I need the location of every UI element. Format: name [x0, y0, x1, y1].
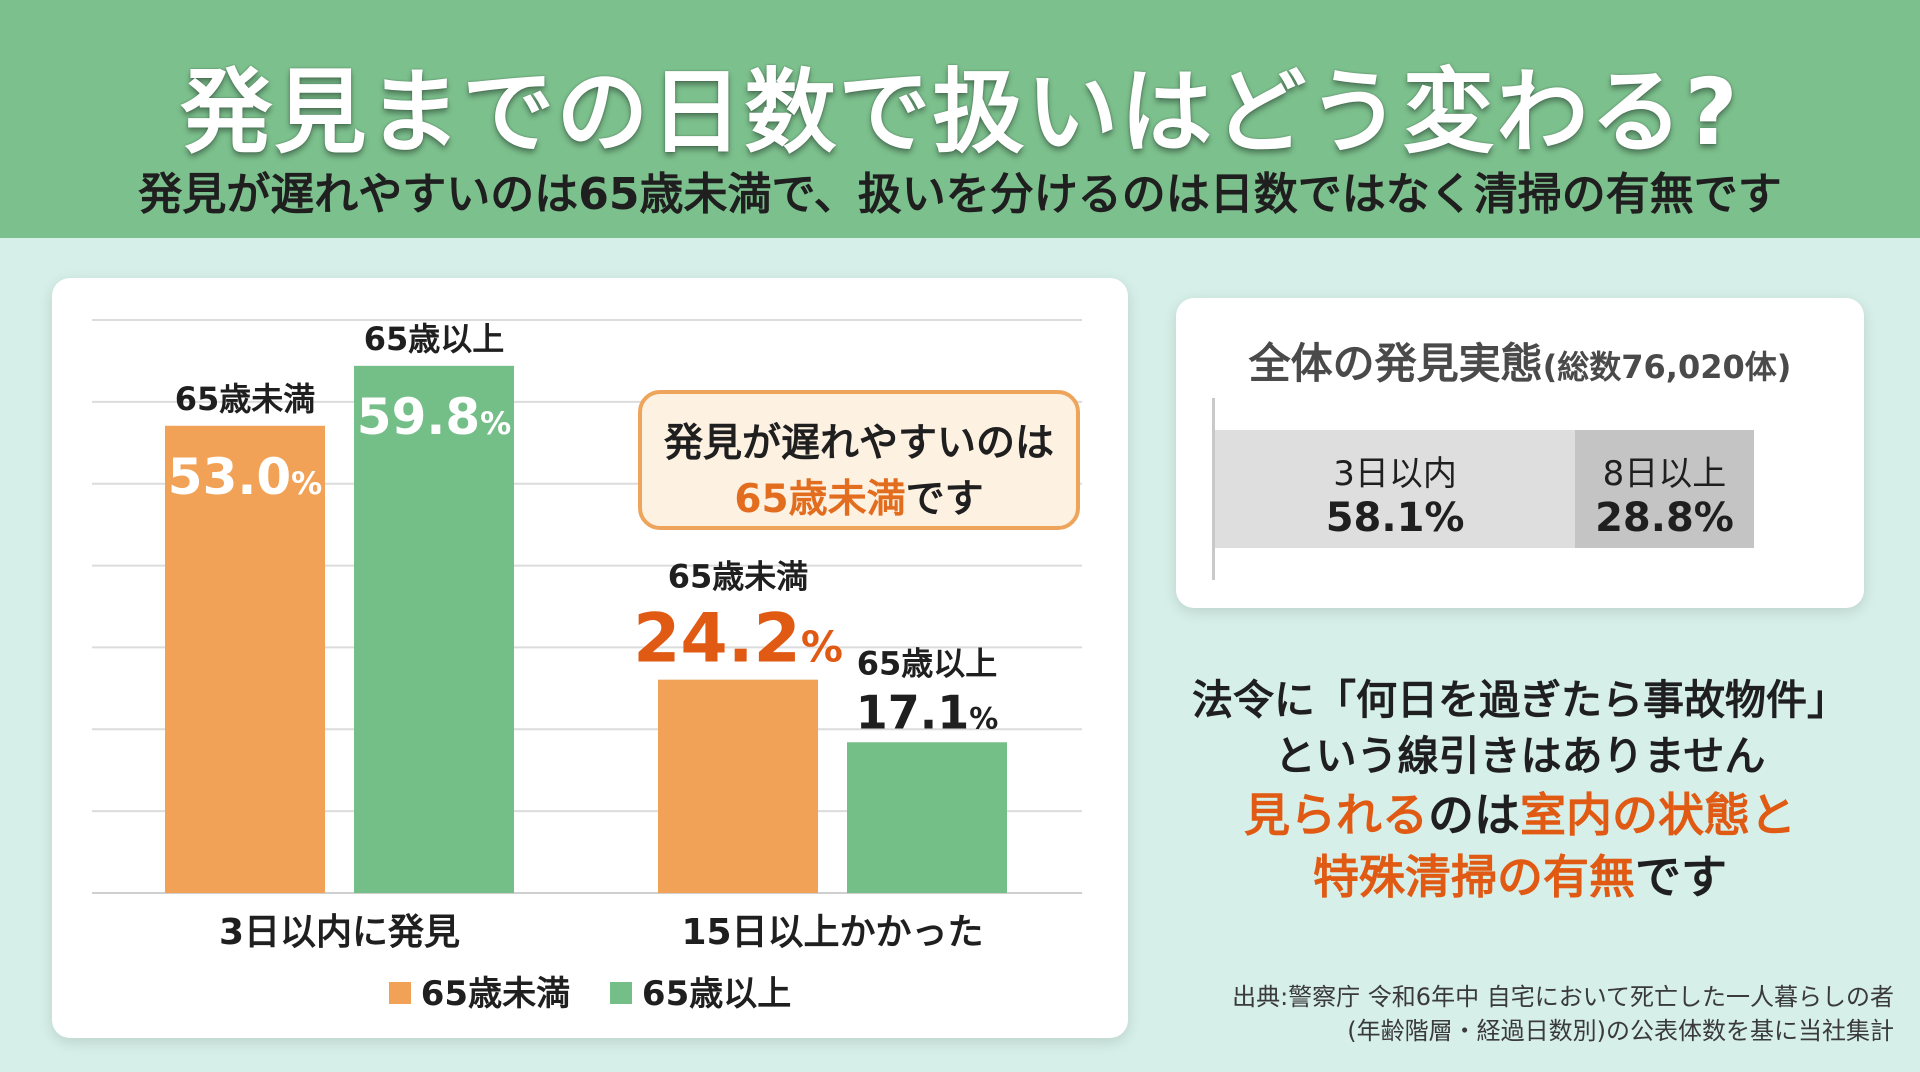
callout-line1: 発見が遅れやすいのは: [663, 421, 1054, 466]
category-label: 15日以上かかった: [681, 912, 983, 953]
bar-series-label: 65歳未満: [668, 558, 809, 596]
category-label: 3日以内に発見: [219, 912, 460, 953]
note-line4: 特殊清掃の有無です: [1176, 846, 1864, 908]
summary-segment-over8days: 8日以上 28.8%: [1575, 430, 1754, 548]
bar-chart: 65歳未満 53.0% 65歳以上 59.8% 3日以内に発見 65歳未満 24.2% 65歳…: [92, 319, 1082, 953]
bar-under65-1: [658, 679, 818, 893]
bar-under65-0: [165, 425, 325, 893]
bar-over65-0: [354, 365, 514, 894]
callout-line2: 65歳未満です: [642, 468, 1076, 524]
page-title: 発見までの日数で扱いはどう変わる?: [180, 59, 1740, 166]
callout-bubble: 発見が遅れやすいのは 65歳未満です: [638, 390, 1080, 530]
page-subtitle: 発見が遅れやすいのは65歳未満で、扱いを分けるのは日数ではなく清掃の有無です: [138, 169, 1782, 220]
legend-item-under65: 65歳未満: [388, 966, 571, 1015]
summary-segment-within3days: 3日以内 58.1%: [1215, 430, 1576, 548]
source-line1: 出典:警察庁 令和6年中 自宅において死亡した一人暮らしの者: [1232, 983, 1894, 1011]
legend-item-over65: 65歳以上: [609, 966, 792, 1015]
callout-suffix: です: [905, 477, 984, 522]
bar-value-label: 17.1%: [856, 685, 999, 739]
note-text: のは: [1428, 788, 1520, 842]
legend-label-under65: 65歳未満: [420, 974, 571, 1014]
note-emphasis: 特殊清掃の有無: [1313, 850, 1635, 904]
legend-label-over65: 65歳以上: [641, 974, 792, 1014]
segment-value: 58.1%: [1325, 495, 1465, 541]
legal-note: 法令に「何日を過ぎたら事故物件」 という線引きはありません 見られるのは室内の状…: [1176, 672, 1864, 908]
note-line1: 法令に「何日を過ぎたら事故物件」: [1192, 676, 1848, 724]
bar-value-label: 24.2%: [633, 600, 843, 679]
chart-legend: 65歳未満 65歳以上: [52, 966, 1128, 1015]
bar-over65-1: [847, 742, 1007, 893]
summary-title: 全体の発見実態(総数76,020体): [1176, 330, 1864, 391]
header-banner: 発見までの日数で扱いはどう変わる? 発見が遅れやすいのは65歳未満で、扱いを分け…: [0, 0, 1920, 238]
summary-title-main: 全体の発見実態: [1248, 339, 1543, 388]
legend-swatch-under65: [388, 981, 411, 1004]
callout-highlight: 65歳未満: [734, 477, 906, 522]
segment-label: 8日以上: [1602, 454, 1727, 494]
summary-total: (総数76,020体): [1542, 348, 1792, 386]
note-line2: という線引きはありません: [1274, 732, 1766, 780]
source-citation: 出典:警察庁 令和6年中 自宅において死亡した一人暮らしの者 (年齢階層・経過日…: [1176, 980, 1894, 1048]
segment-label: 3日以内: [1333, 454, 1457, 494]
summary-axis-line: [1212, 398, 1215, 580]
source-line2: (年齢階層・経過日数別)の公表体数を基に当社集計: [1347, 1017, 1894, 1045]
bar-value-label: 59.8%: [357, 388, 511, 446]
note-line3: 見られるのは室内の状態と: [1176, 784, 1864, 846]
legend-swatch-over65: [609, 981, 632, 1004]
note-emphasis: 見られる: [1244, 788, 1428, 842]
note-text: です: [1635, 850, 1727, 904]
bar-series-label: 65歳以上: [857, 644, 998, 682]
note-emphasis: 室内の状態と: [1520, 788, 1796, 842]
bar-chart-card: 65歳未満 53.0% 65歳以上 59.8% 3日以内に発見 65歳未満 24.2% 65歳…: [52, 278, 1128, 1038]
bar-series-label: 65歳以上: [364, 320, 505, 358]
bar-value-label: 53.0%: [168, 448, 322, 506]
bar-series-label: 65歳未満: [175, 380, 316, 418]
segment-value: 28.8%: [1595, 495, 1734, 541]
summary-card: 全体の発見実態(総数76,020体) 3日以内 58.1% 8日以上 28.8%: [1176, 298, 1864, 608]
